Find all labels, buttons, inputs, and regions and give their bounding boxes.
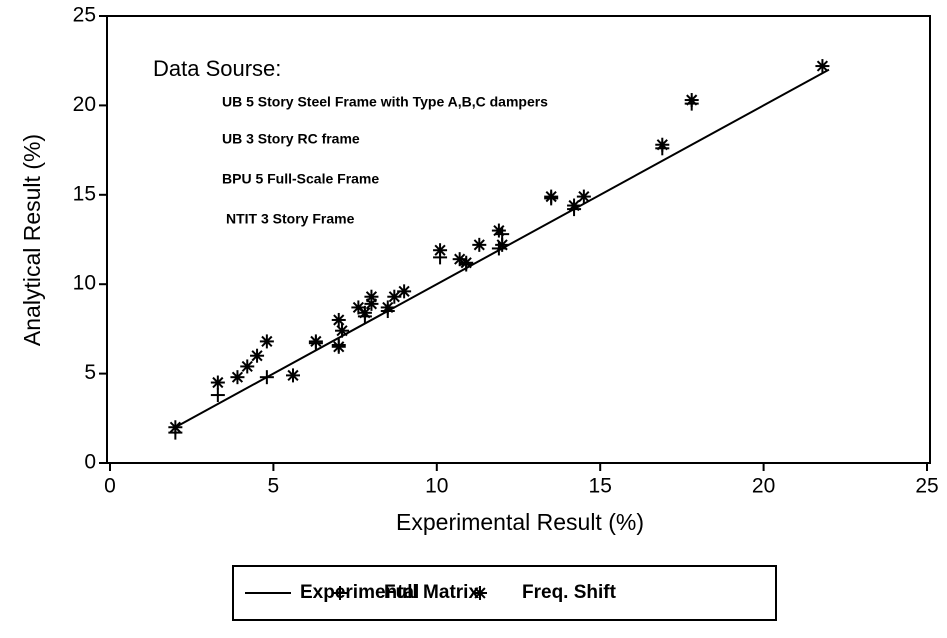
marker-stroke [333, 314, 345, 326]
star-marker [210, 375, 225, 390]
marker-stroke [568, 199, 580, 212]
star-marker [491, 223, 506, 238]
marker-stroke [686, 94, 698, 106]
legend-label: Freq. Shift [522, 582, 617, 603]
legend-label: Experimental [300, 582, 419, 603]
marker-stroke [365, 298, 378, 310]
star-marker [168, 420, 183, 435]
marker-stroke [454, 253, 466, 265]
star-marker [240, 359, 255, 374]
legend-label: Full Matrix [384, 582, 479, 603]
legend-box [232, 565, 777, 621]
marker-stroke [496, 239, 508, 251]
star-marker [495, 237, 510, 252]
marker-stroke [251, 350, 263, 362]
marker-stroke [352, 301, 364, 314]
star-marker [684, 93, 699, 108]
star-marker [380, 300, 395, 315]
star-marker [472, 237, 487, 252]
star-marker [397, 284, 412, 299]
star-marker [286, 368, 301, 383]
x-axis-label: Experimental Result (%) [396, 509, 644, 535]
marker-stroke [545, 190, 557, 203]
marker-stroke [398, 285, 410, 297]
star-marker [250, 348, 265, 363]
marker-stroke [460, 257, 472, 269]
y-tick-label: 0 [84, 451, 96, 474]
plot-frame [106, 15, 931, 464]
star-marker [357, 305, 372, 320]
star-marker [576, 189, 591, 204]
star-marker [230, 370, 245, 385]
marker-stroke [287, 369, 299, 381]
y-tick-label: 25 [73, 4, 96, 27]
star-marker [473, 586, 487, 600]
y-tick-label: 10 [73, 272, 96, 295]
star-marker [544, 189, 559, 204]
marker-stroke [169, 421, 181, 433]
annotation: Data Sourse: [153, 56, 281, 81]
marker-stroke [382, 301, 394, 314]
marker-stroke [474, 587, 486, 599]
star-marker [459, 255, 474, 270]
marker-stroke [473, 239, 485, 251]
y-tick-label: 15 [73, 182, 96, 205]
star-marker [655, 137, 670, 152]
y-tick-label: 20 [73, 93, 96, 116]
plus-marker [259, 370, 274, 385]
star-marker [331, 339, 346, 354]
marker-stroke [231, 371, 244, 383]
marker-stroke [261, 335, 273, 348]
marker-stroke [212, 376, 224, 389]
marker-stroke [333, 341, 345, 353]
x-tick-label: 5 [268, 475, 280, 498]
marker-stroke [336, 325, 348, 337]
plus-marker [210, 388, 225, 403]
y-axis-label: Analytical Result (%) [19, 134, 45, 346]
annotation: NTIT 3 Story Frame [226, 211, 355, 227]
x-tick-label: 25 [915, 475, 938, 498]
annotation: UB 3 Story RC frame [222, 131, 360, 147]
star-marker [815, 59, 830, 74]
marker-stroke [434, 244, 446, 256]
annotation: BPU 5 Full-Scale Frame [222, 171, 379, 187]
annotation: UB 5 Story Steel Frame with Type A,B,C d… [222, 94, 548, 110]
y-tick-label: 5 [84, 361, 96, 384]
marker-stroke [656, 139, 668, 151]
star-marker [308, 334, 323, 349]
x-tick-label: 20 [752, 475, 775, 498]
x-tick-label: 10 [425, 475, 448, 498]
x-tick-label: 15 [589, 475, 612, 498]
marker-stroke [310, 335, 322, 348]
marker-stroke [493, 224, 505, 237]
marker-stroke [578, 190, 590, 203]
star-marker [335, 323, 350, 338]
star-marker [387, 289, 402, 304]
star-marker [433, 243, 448, 258]
star-marker [259, 334, 274, 349]
marker-stroke [388, 291, 400, 303]
star-marker [331, 312, 346, 327]
star-marker [567, 198, 582, 213]
plus-marker [333, 586, 347, 600]
star-marker [364, 296, 379, 311]
marker-stroke [241, 360, 253, 373]
x-tick-label: 0 [104, 475, 116, 498]
marker-stroke [359, 307, 371, 319]
marker-stroke [816, 60, 829, 72]
